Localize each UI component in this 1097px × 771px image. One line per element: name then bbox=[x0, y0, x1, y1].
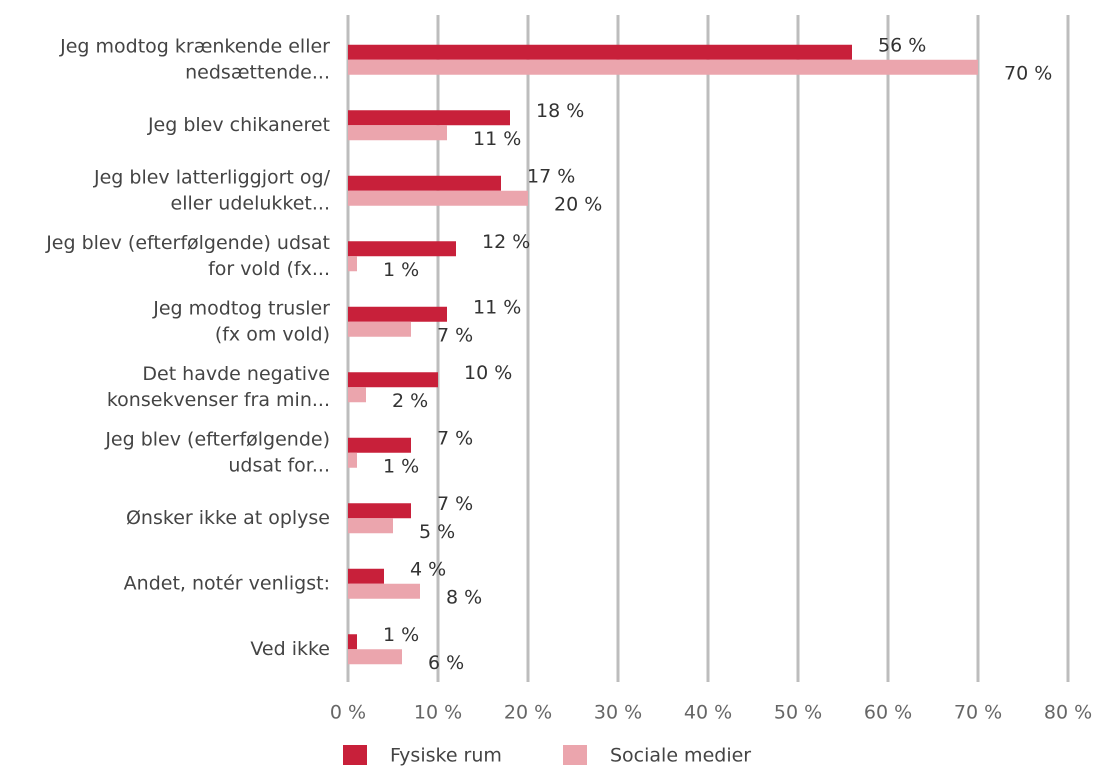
x-tick-label: 50 % bbox=[774, 702, 822, 724]
value-label: 7 % bbox=[437, 427, 473, 449]
bar bbox=[348, 568, 384, 584]
value-label: 8 % bbox=[446, 586, 482, 608]
value-label: 11 % bbox=[473, 128, 521, 150]
bar bbox=[348, 306, 447, 322]
y-tick-label: Ved ikke bbox=[250, 638, 330, 660]
bar bbox=[348, 649, 402, 665]
x-tick-label: 60 % bbox=[864, 702, 912, 724]
bar bbox=[348, 583, 420, 599]
y-tick-label: Jeg modtog trusler bbox=[152, 297, 330, 319]
y-tick-label: Jeg blev chikaneret bbox=[147, 114, 330, 136]
x-tick-label: 10 % bbox=[414, 702, 462, 724]
bar bbox=[348, 634, 357, 650]
bar bbox=[348, 125, 447, 141]
value-label: 7 % bbox=[437, 493, 473, 515]
x-tick-label: 80 % bbox=[1044, 702, 1092, 724]
y-tick-label: Jeg blev (efterfølgende) udsat bbox=[45, 232, 330, 254]
y-tick-label: Ønsker ikke at oplyse bbox=[126, 507, 330, 529]
value-label: 70 % bbox=[1004, 62, 1052, 84]
value-label: 12 % bbox=[482, 231, 530, 253]
y-tick-label: udsat for... bbox=[228, 454, 330, 476]
value-label: 56 % bbox=[878, 34, 926, 56]
bar bbox=[348, 452, 357, 468]
value-label: 10 % bbox=[464, 362, 512, 384]
value-label: 17 % bbox=[527, 165, 575, 187]
value-label: 4 % bbox=[410, 558, 446, 580]
value-label: 5 % bbox=[419, 521, 455, 543]
x-tick-label: 40 % bbox=[684, 702, 732, 724]
y-tick-label: Jeg blev (efterfølgende) bbox=[104, 428, 330, 450]
bar bbox=[348, 372, 438, 388]
legend-swatch bbox=[563, 745, 587, 765]
bar bbox=[348, 241, 456, 257]
x-tick-label: 20 % bbox=[504, 702, 552, 724]
y-tick-label: (fx om vold) bbox=[215, 323, 330, 345]
y-tick-label: Jeg blev latterliggjort og/ bbox=[93, 166, 331, 188]
value-label: 2 % bbox=[392, 390, 428, 412]
legend-label: Sociale medier bbox=[610, 745, 751, 767]
bar bbox=[348, 256, 357, 272]
y-tick-label: Andet, notér venligst: bbox=[124, 572, 330, 594]
x-tick-label: 0 % bbox=[330, 702, 366, 724]
x-tick-label: 30 % bbox=[594, 702, 642, 724]
x-tick-label: 70 % bbox=[954, 702, 1002, 724]
legend-label: Fysiske rum bbox=[390, 745, 502, 767]
bar bbox=[348, 44, 852, 60]
bar bbox=[348, 503, 411, 519]
bar bbox=[348, 387, 366, 403]
y-tick-label: eller udelukket... bbox=[171, 192, 331, 214]
value-label: 11 % bbox=[473, 296, 521, 318]
bar bbox=[348, 190, 528, 206]
bar bbox=[348, 59, 978, 75]
bar bbox=[348, 175, 501, 191]
value-label: 6 % bbox=[428, 652, 464, 674]
legend-swatch bbox=[343, 745, 367, 765]
bar bbox=[348, 437, 411, 453]
y-tick-label: nedsættende... bbox=[185, 61, 330, 83]
value-label: 7 % bbox=[437, 324, 473, 346]
value-label: 1 % bbox=[383, 259, 419, 281]
bar bbox=[348, 518, 393, 534]
value-label: 20 % bbox=[554, 193, 602, 215]
y-tick-label: for vold (fx... bbox=[208, 258, 330, 280]
value-label: 1 % bbox=[383, 455, 419, 477]
y-tick-label: konsekvenser fra min... bbox=[107, 389, 330, 411]
y-tick-label: Det havde negative bbox=[142, 363, 330, 385]
y-tick-label: Jeg modtog krænkende eller bbox=[59, 35, 330, 57]
bar bbox=[348, 110, 510, 126]
bar bbox=[348, 321, 411, 337]
value-label: 18 % bbox=[536, 100, 584, 122]
value-label: 1 % bbox=[383, 624, 419, 646]
